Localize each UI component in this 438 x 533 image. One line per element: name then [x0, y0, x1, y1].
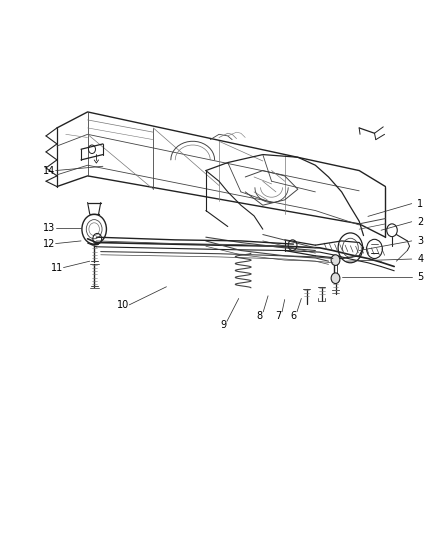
Text: 12: 12 [43, 239, 55, 248]
Text: 11: 11 [51, 263, 63, 272]
Circle shape [331, 255, 340, 265]
Text: 3: 3 [417, 236, 424, 246]
Circle shape [331, 273, 340, 284]
Text: 7: 7 [276, 311, 282, 320]
Text: 4: 4 [417, 254, 424, 264]
Text: 10: 10 [117, 300, 129, 310]
Text: 8: 8 [257, 311, 263, 320]
Text: 13: 13 [43, 223, 55, 233]
Text: 6: 6 [290, 311, 297, 320]
Text: 2: 2 [417, 217, 424, 227]
Text: 1: 1 [417, 199, 424, 208]
Text: 14: 14 [43, 166, 55, 175]
Text: 5: 5 [417, 272, 424, 282]
Text: 9: 9 [220, 320, 226, 330]
